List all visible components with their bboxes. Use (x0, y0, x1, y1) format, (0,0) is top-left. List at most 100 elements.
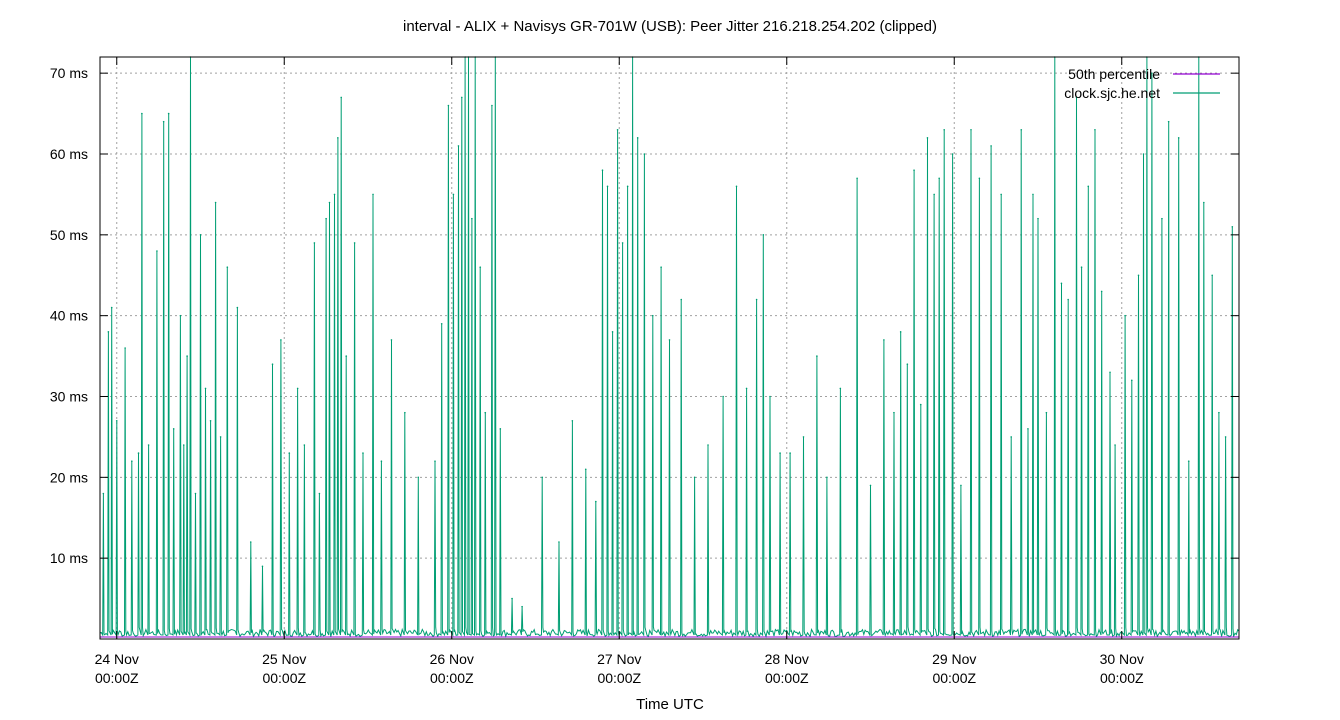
data-point (110, 306, 113, 309)
x-tick-label-time: 00:00Z (597, 670, 641, 686)
data-point (380, 460, 383, 462)
data-point (131, 460, 133, 462)
data-point (802, 436, 805, 438)
data-point (745, 387, 748, 390)
data-point (280, 339, 282, 341)
data-point (616, 128, 619, 131)
plot-frame (99, 56, 1240, 640)
data-point (869, 484, 872, 487)
data-point (1080, 266, 1083, 268)
data-point (107, 331, 110, 333)
data-point (680, 298, 683, 301)
data-point (1187, 460, 1190, 462)
data-point (755, 298, 758, 301)
data-point (899, 331, 902, 333)
data-point (584, 468, 587, 471)
data-point (102, 492, 105, 495)
data-point (1151, 72, 1153, 74)
data-point (461, 96, 463, 99)
data-point (328, 201, 331, 204)
data-point (417, 476, 420, 479)
data-point (194, 492, 197, 495)
data-point (693, 476, 696, 479)
data-point (124, 347, 126, 349)
data-point (621, 242, 624, 244)
data-point (606, 185, 609, 188)
data-point (1100, 290, 1103, 293)
data-point (571, 419, 574, 422)
x-tick-label-date: 24 Nov (95, 651, 139, 667)
data-point (1094, 128, 1096, 131)
data-point (333, 193, 336, 196)
data-point (147, 444, 150, 446)
data-point (1032, 193, 1034, 196)
data-point (1114, 444, 1116, 446)
legend-label: 50th percentile (1068, 66, 1160, 82)
x-tick-label-date: 25 Nov (262, 651, 306, 667)
data-point (261, 565, 264, 568)
data-point (1124, 314, 1126, 317)
data-point (340, 96, 343, 99)
data-point (1224, 436, 1227, 438)
x-tick-label-time: 00:00Z (262, 670, 306, 686)
data-point (893, 411, 895, 414)
data-point (1067, 298, 1069, 301)
data-point (404, 411, 406, 414)
data-point (1045, 411, 1048, 414)
data-point (249, 541, 252, 543)
data-point (115, 419, 118, 422)
data-point (762, 234, 765, 236)
data-point (479, 266, 482, 268)
data-point (668, 339, 671, 341)
data-point (209, 419, 212, 422)
data-point (172, 428, 175, 430)
data-point (1177, 137, 1180, 139)
data-point (1075, 96, 1078, 99)
data-point (735, 185, 738, 188)
data-point (938, 177, 940, 180)
data-point (1137, 274, 1140, 277)
data-point (1231, 225, 1234, 228)
data-point (337, 137, 339, 139)
x-tick-label-time: 00:00Z (1100, 670, 1144, 686)
data-point (390, 339, 393, 341)
data-point (219, 436, 222, 438)
x-tick-label-date: 27 Nov (597, 651, 641, 667)
y-tick-label: 10 ms (50, 550, 88, 566)
data-point (511, 597, 513, 600)
data-point (199, 234, 202, 236)
x-tick-label-time: 00:00Z (932, 670, 976, 686)
data-point (558, 541, 560, 543)
data-point (179, 314, 182, 317)
series-line-clock-sjc (99, 56, 1240, 639)
data-point (167, 112, 170, 115)
data-point (990, 145, 992, 147)
data-point (353, 242, 356, 244)
data-point (303, 444, 306, 446)
data-point (769, 395, 771, 398)
data-point (471, 217, 473, 220)
plot-area (99, 56, 1240, 639)
data-point (626, 185, 629, 188)
data-point (913, 169, 915, 171)
y-tick-label: 50 ms (50, 227, 88, 243)
data-point (186, 355, 188, 357)
series-clock-sjc (99, 56, 1240, 639)
data-point (345, 355, 348, 357)
x-axis-ticks: 24 Nov 00:00Z 25 Nov 00:00Z 26 Nov 00:00Z 27 N… (95, 57, 1144, 686)
y-tick-label: 30 ms (50, 389, 88, 405)
data-point (919, 403, 922, 406)
data-point (452, 193, 455, 196)
data-point (943, 128, 945, 131)
data-point (372, 193, 374, 196)
data-point (457, 145, 460, 147)
data-point (434, 460, 436, 462)
data-point (1037, 217, 1039, 220)
data-point (1027, 428, 1029, 430)
data-point (141, 112, 143, 115)
data-point (440, 322, 443, 325)
data-point (906, 363, 909, 365)
data-point (484, 411, 487, 414)
data-point (951, 153, 954, 155)
